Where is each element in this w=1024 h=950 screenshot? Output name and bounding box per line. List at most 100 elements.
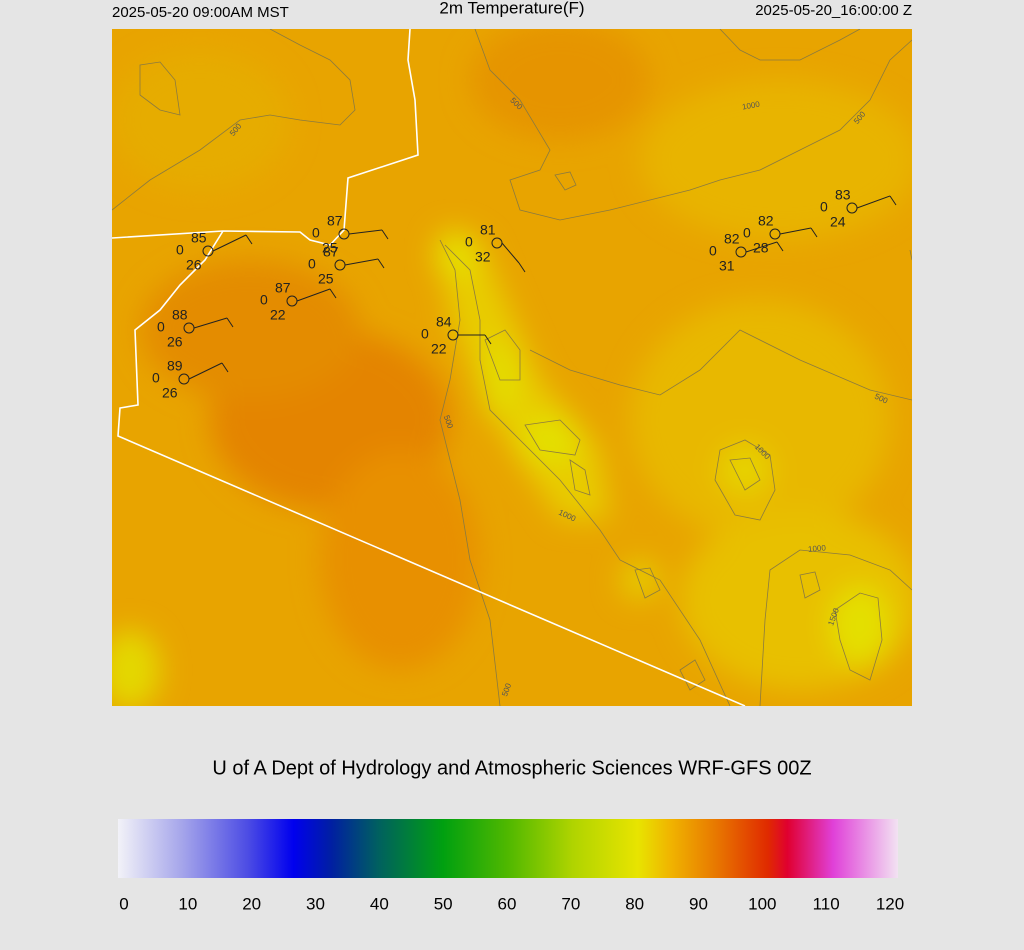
station-left: 0	[308, 256, 316, 272]
barb-flag	[484, 334, 492, 345]
station-temp: 87	[323, 244, 339, 260]
barb-flag	[329, 288, 337, 299]
station-circle	[202, 245, 214, 257]
station-left: 0	[465, 234, 473, 250]
station: 87 025	[308, 244, 385, 287]
station-circle	[338, 228, 350, 240]
barb-flag	[245, 234, 253, 245]
station-left: 0	[421, 326, 429, 342]
valid-utc: 2025-05-20_16:00:00 Z	[755, 2, 912, 19]
contour-label: 500	[442, 414, 455, 430]
station-circle	[447, 329, 459, 341]
station-circle	[735, 246, 747, 258]
station-temp: 87	[327, 213, 343, 229]
colorbar-tick-label: 10	[178, 894, 197, 913]
map-title: 2m Temperature(F)	[439, 0, 584, 17]
wind-barb	[296, 288, 331, 302]
colorbar	[118, 819, 898, 878]
colorbar-tick-label: 0	[119, 894, 128, 913]
station-bottom: 24	[830, 214, 846, 230]
barb-flag	[226, 317, 234, 328]
station: 82 028	[743, 213, 818, 256]
colorbar-tick-label: 20	[242, 894, 261, 913]
station: 87 025	[312, 213, 389, 256]
wind-barb	[344, 258, 379, 266]
barb-flag	[377, 258, 385, 269]
barb-flag	[221, 362, 229, 373]
station: 89 026	[152, 358, 229, 401]
station: 87 022	[260, 280, 337, 323]
station: 85 026	[176, 230, 253, 273]
station-bottom: 22	[431, 341, 447, 357]
barb-flag	[381, 229, 389, 240]
wind-barb	[188, 362, 223, 380]
valid-local: 2025-05-20 09:00AM MST	[112, 4, 289, 21]
station-left: 0	[312, 225, 320, 241]
station-left: 0	[152, 370, 160, 386]
state-borders	[112, 29, 746, 706]
station-temp: 89	[167, 358, 183, 374]
station-bottom: 26	[167, 334, 183, 350]
station-circle	[334, 259, 346, 271]
station-bottom: 26	[186, 257, 202, 273]
station-temp: 84	[436, 314, 452, 330]
credit: U of A Dept of Hydrology and Atmospheric…	[212, 757, 811, 779]
barb-flag	[810, 227, 818, 238]
station-bottom: 32	[475, 249, 491, 265]
station-circle	[286, 295, 298, 307]
station-circle	[491, 237, 503, 249]
station-left: 0	[157, 319, 165, 335]
station: 88 026	[157, 307, 234, 350]
station-plots: 8502687025870258702288026890268103284022…	[152, 187, 897, 401]
barb-flag	[776, 241, 784, 252]
station-bottom: 25	[318, 271, 334, 287]
station-circle	[846, 202, 858, 214]
station-bottom: 26	[162, 385, 178, 401]
barb-flag	[518, 262, 526, 273]
colorbar-tick-label: 80	[625, 894, 644, 913]
station-bottom: 28	[753, 240, 769, 256]
station: 84 022	[421, 314, 492, 357]
station-left: 0	[709, 243, 717, 259]
wind-barb	[501, 242, 520, 264]
contours	[112, 29, 912, 706]
station-circle	[183, 322, 195, 334]
wind-barb	[779, 227, 812, 235]
station-bottom: 31	[719, 258, 735, 274]
station-temp: 85	[191, 230, 207, 246]
colorbar-tick-label: 40	[370, 894, 389, 913]
station-temp: 87	[275, 280, 291, 296]
colorbar-tick-label: 60	[498, 894, 517, 913]
wind-barb	[856, 195, 891, 209]
colorbar-ticks: 0 10 20 30 40 50 60 70 80 90 100 110 120	[119, 894, 904, 913]
wind-barb	[212, 234, 247, 252]
contour-label: 1000	[741, 100, 761, 112]
station-temp: 88	[172, 307, 188, 323]
station-temp: 81	[480, 222, 496, 238]
station-left: 0	[820, 199, 828, 215]
station-circle	[178, 373, 190, 385]
wind-barb	[745, 241, 778, 253]
wind-barb	[193, 317, 228, 329]
colorbar-tick-label: 110	[813, 894, 840, 913]
colorbar-tick-label: 50	[434, 894, 453, 913]
contour-label: 500	[500, 682, 513, 698]
station: 83 024	[820, 187, 897, 230]
station-circle	[769, 228, 781, 240]
station-temp: 83	[835, 187, 851, 203]
barb-flag	[889, 195, 897, 206]
station-bottom: 25	[322, 240, 338, 256]
colorbar-tick-label: 30	[306, 894, 325, 913]
station-left: 0	[260, 292, 268, 308]
colorbar-tick-label: 90	[689, 894, 708, 913]
station-temp: 82	[758, 213, 774, 229]
contour-label: 1000	[808, 543, 827, 554]
colorbar-tick-label: 100	[748, 894, 776, 913]
station-left: 0	[743, 225, 751, 241]
wind-barb	[348, 229, 383, 235]
station-temp: 82	[724, 231, 740, 247]
station-bottom: 22	[270, 307, 286, 323]
station: 82 031	[709, 231, 784, 274]
temperature-map: 8502687025870258702288026890268103284022…	[112, 29, 912, 706]
